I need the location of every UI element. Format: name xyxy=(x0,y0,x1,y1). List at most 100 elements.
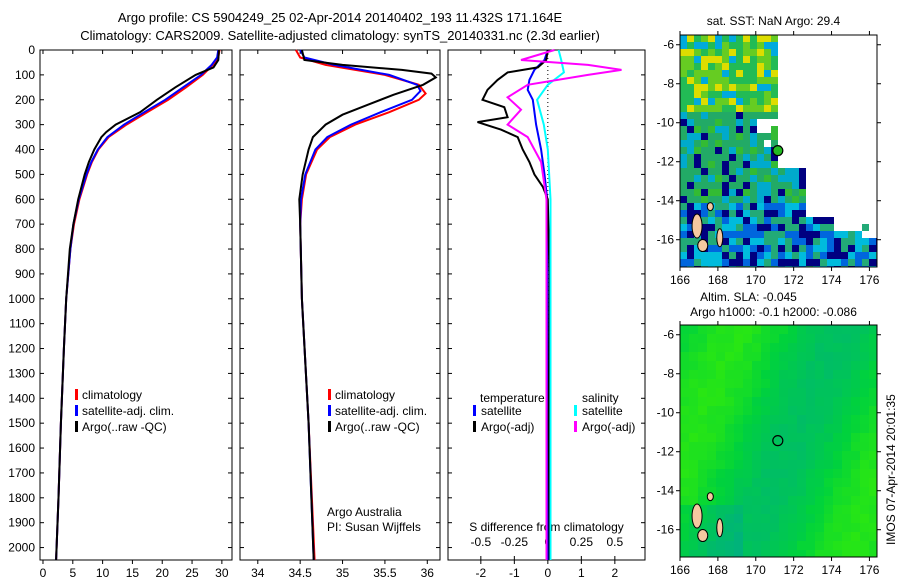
map-cell xyxy=(680,196,687,203)
map-cell xyxy=(841,77,848,84)
map-cell xyxy=(715,98,722,105)
map-cell xyxy=(736,77,743,84)
map-cell xyxy=(716,460,725,469)
map-cell xyxy=(764,98,771,105)
map-cell xyxy=(743,203,750,210)
map-cell xyxy=(779,523,788,532)
map-cell xyxy=(848,49,855,56)
map-cell xyxy=(824,442,833,451)
map-cell xyxy=(799,161,806,168)
map-cell xyxy=(792,168,799,175)
map-cell xyxy=(770,541,779,550)
map-cell xyxy=(701,70,708,77)
map-cell xyxy=(736,210,743,217)
map-cell xyxy=(736,133,743,140)
map-cell xyxy=(729,84,736,91)
map-cell xyxy=(851,325,860,334)
map-cell xyxy=(752,523,761,532)
map-cell xyxy=(764,203,771,210)
map-cell xyxy=(761,325,770,334)
map-cell xyxy=(815,370,824,379)
map-cell xyxy=(841,119,848,126)
map-cell xyxy=(722,182,729,189)
map-cell xyxy=(770,469,779,478)
map-cell xyxy=(687,224,694,231)
map-cell xyxy=(694,77,701,84)
map-cell xyxy=(851,388,860,397)
map-cell xyxy=(833,505,842,514)
map-cell xyxy=(708,175,715,182)
map-cell xyxy=(806,147,813,154)
map-cell xyxy=(833,415,842,424)
map-cell xyxy=(698,451,707,460)
map-cell xyxy=(761,406,770,415)
map-cell xyxy=(689,388,698,397)
map-cell xyxy=(869,469,877,478)
map-cell xyxy=(722,238,729,245)
map-cell xyxy=(708,224,715,231)
map-cell xyxy=(827,217,834,224)
map-cell xyxy=(834,49,841,56)
map-cell xyxy=(743,84,750,91)
map-cell xyxy=(806,532,815,541)
map-cell xyxy=(833,424,842,433)
map-cell xyxy=(752,388,761,397)
lat-tick-label: -16 xyxy=(657,523,675,537)
map-cell xyxy=(680,168,687,175)
map-cell xyxy=(869,370,877,379)
map-cell xyxy=(771,77,778,84)
map-cell xyxy=(806,140,813,147)
map-cell xyxy=(708,210,715,217)
map-cell xyxy=(779,433,788,442)
map-cell xyxy=(770,415,779,424)
map-cell xyxy=(687,259,694,266)
map-cell xyxy=(743,487,752,496)
map-cell xyxy=(813,168,820,175)
map-cell xyxy=(694,161,701,168)
map-cell xyxy=(701,56,708,63)
legend-swatch xyxy=(328,405,331,416)
map-cell xyxy=(799,133,806,140)
map-cell xyxy=(729,63,736,70)
map-cell xyxy=(785,203,792,210)
map-cell xyxy=(792,252,799,259)
map-cell xyxy=(778,35,785,42)
map-cell xyxy=(757,203,764,210)
map-cell xyxy=(743,325,752,334)
map-cell xyxy=(848,210,855,217)
map-cell xyxy=(752,451,761,460)
map-cell xyxy=(833,451,842,460)
map-cell xyxy=(834,119,841,126)
map-cell xyxy=(834,231,841,238)
map-cell xyxy=(698,514,707,523)
map-cell xyxy=(743,361,752,370)
map-cell xyxy=(716,487,725,496)
map-cell xyxy=(841,42,848,49)
map-cell xyxy=(788,532,797,541)
map-cell xyxy=(862,210,869,217)
map-cell xyxy=(707,379,716,388)
map-cell xyxy=(725,388,734,397)
y-tick-label: 1600 xyxy=(8,441,35,455)
map-cell xyxy=(764,231,771,238)
map-cell xyxy=(752,433,761,442)
map-cell xyxy=(743,451,752,460)
map-cell xyxy=(729,238,736,245)
map-cell xyxy=(848,147,855,154)
map-cell xyxy=(815,532,824,541)
map-cell xyxy=(824,352,833,361)
map-cell xyxy=(833,541,842,550)
map-cell xyxy=(764,196,771,203)
map-cell xyxy=(761,514,770,523)
map-cell xyxy=(750,42,757,49)
sst-pixels xyxy=(680,35,877,267)
map-cell xyxy=(757,91,764,98)
map-cell xyxy=(869,175,876,182)
map-cell xyxy=(771,245,778,252)
map-cell xyxy=(834,56,841,63)
map-cell xyxy=(736,119,743,126)
map-cell xyxy=(734,415,743,424)
map-cell xyxy=(851,424,860,433)
map-cell xyxy=(715,84,722,91)
map-cell xyxy=(799,238,806,245)
